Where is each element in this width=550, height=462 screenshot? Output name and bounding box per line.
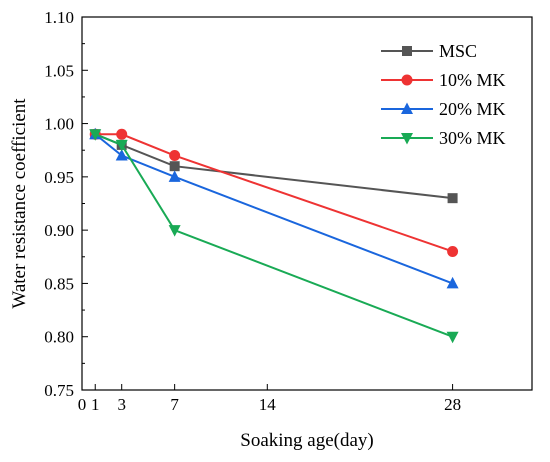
data-point (115, 149, 128, 161)
data-point (168, 170, 181, 182)
x-tick-label: 7 (170, 395, 179, 414)
legend-label: 20% MK (439, 99, 506, 119)
series-line (94, 133, 453, 285)
y-tick-label: 0.85 (44, 274, 74, 293)
y-axis-ticks: 0.75 0.80 0.85 0.90 0.95 1.00 1.05 1.10 (44, 8, 88, 400)
legend-label: 10% MK (439, 70, 506, 90)
legend-item: 30% MK (381, 128, 506, 148)
x-tick-label: 3 (117, 395, 126, 414)
data-point (116, 128, 128, 140)
series-20-mk (89, 127, 459, 289)
series-line (94, 133, 453, 338)
data-point (89, 129, 102, 141)
y-tick-label: 1.00 (44, 115, 74, 134)
legend-marker (401, 133, 413, 145)
x-axis-title: Soaking age(day) (240, 430, 373, 451)
y-tick-label: 0.80 (44, 328, 74, 347)
legend-label: 30% MK (439, 128, 506, 148)
x-tick-label: 0 (78, 395, 87, 414)
y-tick-label: 0.75 (44, 381, 74, 400)
series-30-mk (89, 129, 459, 344)
legend-item: 20% MK (381, 99, 506, 119)
y-tick-label: 1.05 (44, 61, 74, 80)
y-tick-label: 0.90 (44, 221, 74, 240)
legend-marker (402, 46, 412, 56)
x-tick-label: 1 (91, 395, 100, 414)
data-point (168, 225, 181, 237)
data-point (446, 276, 459, 289)
y-tick-label: 0.95 (44, 168, 74, 187)
legend-marker (401, 74, 413, 86)
x-tick-label: 14 (259, 395, 277, 414)
legend-label: MSC (439, 41, 477, 61)
y-axis-title: Water resistance coefficient (9, 98, 30, 309)
data-point (169, 161, 180, 172)
data-point (447, 245, 459, 257)
series-msc (90, 129, 458, 204)
plot-series (89, 127, 459, 344)
series-line (95, 133, 453, 253)
legend-item: 10% MK (381, 70, 506, 90)
y-tick-label: 1.10 (44, 8, 74, 27)
data-point (169, 150, 181, 162)
legend-item: MSC (381, 41, 477, 61)
data-point (447, 193, 458, 204)
x-axis-ticks: 0 1 3 7 14 28 (78, 384, 461, 414)
legend-marker (401, 102, 413, 114)
legend: MSC 10% MK 20% MK 30% MK (381, 41, 506, 148)
data-point (115, 139, 128, 152)
data-point (446, 331, 459, 344)
x-tick-label: 28 (444, 395, 461, 414)
